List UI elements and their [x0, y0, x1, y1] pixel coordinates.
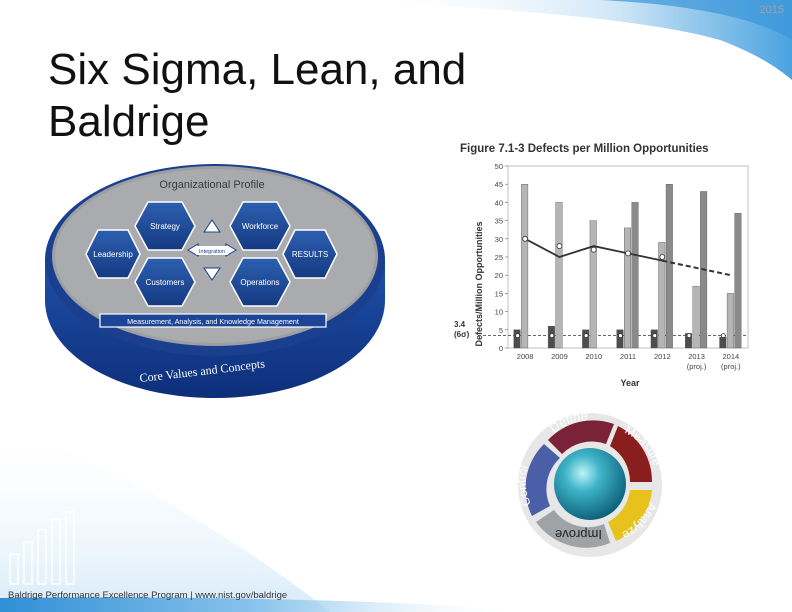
bar: [719, 336, 727, 349]
baldrige-framework-diagram: Organizational Profile Strategy Workforc…: [45, 164, 385, 398]
y-tick-label: 5: [499, 326, 503, 335]
trend-marker: [556, 243, 563, 249]
y-tick-label: 25: [495, 253, 503, 262]
improve-segment: [536, 510, 610, 548]
analyze-segment: [608, 490, 652, 541]
customers-label: Customers: [146, 278, 185, 287]
reference-marker: [618, 333, 623, 339]
year-label: 2015: [759, 4, 784, 16]
bar: [650, 329, 658, 349]
y-tick-label: 50: [495, 162, 503, 171]
slide-title: Six Sigma, Lean, and Baldrige: [48, 44, 568, 148]
workforce-label: Workforce: [242, 222, 279, 231]
organizational-profile-label: Organizational Profile: [159, 179, 264, 191]
workforce-hexagon: Workforce: [229, 201, 291, 251]
y-axis-ticks: 0 5 10 15 20 25 30 35 40 45 50: [495, 162, 508, 353]
bar: [582, 329, 590, 349]
define-segment: [548, 420, 614, 454]
y-tick-label: 45: [495, 180, 503, 189]
trend-line-solid: [524, 238, 663, 262]
footer-text: Baldrige Performance Excellence Program …: [8, 590, 288, 601]
measure-segment: [610, 426, 653, 482]
trend-marker: [659, 254, 666, 260]
title-line-1: Six Sigma, Lean, and: [48, 45, 467, 94]
operations-label: Operations: [240, 278, 279, 287]
bar: [734, 213, 742, 349]
reference-value-label: 3.4: [454, 320, 466, 329]
reference-marker: [720, 333, 726, 339]
y-tick-label: 15: [495, 289, 503, 298]
improve-label: Improve: [555, 527, 602, 542]
integration-down-arrow-icon: [203, 267, 221, 281]
trend-marker: [590, 246, 597, 253]
y-tick-label: 30: [495, 235, 503, 244]
bar: [692, 285, 700, 349]
reference-marker: [686, 333, 692, 339]
y-tick-label: 20: [495, 271, 503, 280]
x-tick-note: (proj.): [687, 362, 707, 371]
control-segment: [525, 444, 560, 516]
results-hexagon: RESULTS: [282, 229, 338, 279]
bar: [513, 329, 521, 349]
trend-marker: [522, 235, 529, 242]
integration-label: Integration: [199, 249, 225, 255]
reference-marker: [583, 333, 589, 339]
bar: [631, 202, 639, 349]
bar: [658, 242, 666, 349]
y-axis-label: Defects/Million Opportunities: [474, 221, 484, 346]
x-tick-label: 2010: [585, 352, 602, 361]
reference-marker: [652, 333, 658, 339]
y-tick-label: 40: [495, 198, 503, 207]
x-axis-ticks: 2008 2009 2010 2011 2012 2013(proj.)2014(proj…: [517, 352, 741, 371]
leadership-hexagon: Leadership: [85, 229, 141, 279]
strategy-hexagon: Strategy: [134, 201, 196, 251]
reference-marker: [549, 333, 555, 339]
y-tick-label: 0: [499, 344, 503, 353]
bar: [624, 227, 631, 349]
top-swoosh-decoration: [360, 0, 792, 80]
y-tick-label: 35: [495, 217, 503, 226]
dmaic-wheel: Define Measure Analyze Improve Control: [515, 410, 665, 557]
y-tick-label: 10: [495, 308, 503, 317]
trend-line-group: [515, 235, 732, 339]
x-tick-note: (proj.): [721, 362, 741, 371]
dmaic-center-sphere: [554, 448, 626, 520]
x-tick-label: 2014: [723, 352, 740, 361]
bar: [616, 329, 624, 349]
defects-chart: Figure 7.1-3 Defects per Million Opportu…: [448, 136, 768, 396]
operations-hexagon: Operations: [229, 257, 291, 307]
bar: [665, 184, 673, 349]
measurement-bar-label: Measurement, Analysis, and Knowledge Man…: [127, 317, 299, 326]
bar: [589, 220, 597, 349]
baldrige-bars-logo: [9, 511, 75, 585]
x-axis-label: Year: [620, 378, 640, 388]
strategy-label: Strategy: [150, 222, 180, 231]
reference-sigma-label: (6σ): [454, 330, 470, 339]
measurement-bar: [99, 313, 327, 328]
reference-marker: [515, 333, 520, 339]
results-label: RESULTS: [292, 250, 328, 259]
customers-hexagon: Customers: [134, 257, 196, 307]
leadership-label: Leadership: [93, 250, 133, 259]
integration-up-arrow-icon: [203, 219, 221, 233]
x-tick-label: 2013: [688, 352, 705, 361]
x-tick-label: 2012: [654, 352, 671, 361]
plot-area: [478, 165, 749, 349]
trend-marker: [625, 250, 631, 257]
bar: [726, 293, 734, 349]
x-tick-label: 2009: [551, 352, 568, 361]
trend-line-dashed: [662, 259, 732, 277]
x-tick-label: 2008: [517, 352, 534, 361]
title-line-2: Baldrige: [48, 97, 210, 146]
x-tick-label: 2011: [620, 352, 636, 361]
bar: [521, 184, 529, 349]
bar: [555, 202, 563, 349]
chart-title: Figure 7.1-3 Defects per Million Opportu…: [460, 143, 709, 155]
